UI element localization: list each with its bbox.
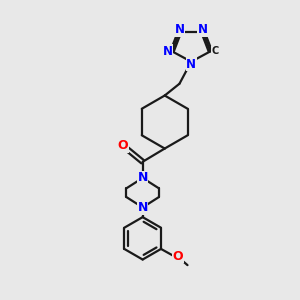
Text: N: N: [174, 23, 184, 36]
Text: N: N: [137, 172, 148, 184]
Text: O: O: [118, 139, 128, 152]
Text: O: O: [172, 250, 183, 263]
Text: C: C: [211, 46, 218, 56]
Text: N: N: [163, 45, 173, 58]
Text: N: N: [137, 201, 148, 214]
Text: N: N: [186, 58, 196, 70]
Text: N: N: [198, 23, 208, 36]
